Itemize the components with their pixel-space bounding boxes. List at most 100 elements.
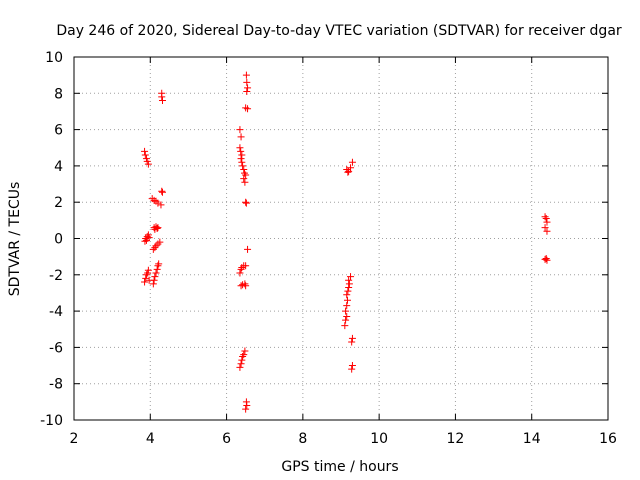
data-point [238,264,246,272]
data-point [344,168,352,176]
y-tick-label: 6 [54,123,63,139]
data-point [244,245,252,253]
y-tick-label: -8 [49,377,63,393]
data-point [141,151,149,159]
x-tick-label: 2 [70,431,79,447]
data-point [243,87,251,95]
data-point [543,256,551,264]
y-tick-label: -10 [40,413,63,429]
data-point [158,187,166,195]
data-point [238,356,246,364]
data-point [348,365,356,373]
data-point [151,273,159,281]
data-point [242,171,250,179]
y-tick-label: 8 [54,86,63,102]
data-point [343,313,351,321]
data-point [348,158,356,166]
data-point [145,234,153,242]
y-tick-label: -2 [49,268,63,284]
data-point [348,338,356,346]
data-point [242,262,250,270]
data-point [240,351,248,359]
data-point [236,144,244,152]
data-point [240,169,248,177]
y-tick-label: 4 [54,159,63,175]
data-point [348,334,356,342]
data-point [341,322,349,330]
y-tick-label: 10 [45,50,63,66]
y-axis-ticks: 10 8 6 4 2 0 -2 -4 -6 -8 -10 [40,50,608,429]
data-point [240,175,248,183]
data-point [241,178,249,186]
data-point [238,151,246,159]
x-tick-label: 6 [222,431,231,447]
data-point [236,363,244,371]
data-point [342,316,350,324]
x-tick-label: 12 [447,431,465,447]
data-point [345,276,353,284]
data-point [156,238,164,246]
data-point [343,302,351,310]
data-point [236,269,244,277]
data-point [149,245,157,253]
y-tick-label: 0 [54,232,63,248]
data-point [142,271,150,279]
data-point [237,147,245,155]
data-point [242,198,250,206]
data-point [153,265,161,273]
data-point [242,282,250,290]
data-point [343,296,351,304]
y-tick-label: -6 [49,340,63,356]
data-point [154,199,162,207]
data-point [344,287,352,295]
data-point [154,240,162,248]
data-point [237,360,245,368]
data-point [154,224,162,232]
data-point [242,104,250,112]
data-point [142,274,150,282]
data-point [141,237,149,245]
chart-title: Day 246 of 2020, Sidereal Day-to-day VTE… [56,23,622,39]
data-point [242,405,250,413]
data-point [348,362,356,370]
y-axis-label: SDTVAR / TECUs [7,182,23,297]
data-point [153,225,161,233]
data-point [240,166,248,174]
data-points [141,71,551,413]
data-point [542,215,550,223]
data-point [345,280,353,288]
data-point [342,307,350,315]
data-point [239,162,247,170]
data-point [157,201,165,209]
data-point [238,158,246,166]
data-point [347,273,355,281]
data-point [144,266,152,274]
data-point [237,133,245,141]
data-point [347,164,355,172]
x-tick-label: 16 [599,431,617,447]
data-point [141,278,149,286]
data-point [543,218,551,226]
data-point [239,352,247,360]
y-tick-label: 2 [54,195,63,211]
data-point [243,401,251,409]
data-point [244,105,252,113]
data-point [343,291,351,299]
data-point [237,155,245,163]
data-point [155,260,163,268]
data-point [541,255,549,263]
data-point [242,199,250,207]
data-point [241,280,249,288]
data-point [158,93,166,101]
data-point [144,160,152,168]
x-tick-label: 14 [523,431,541,447]
data-point [541,213,549,221]
data-point [151,244,159,252]
x-tick-label: 8 [298,431,307,447]
data-point [141,147,149,155]
data-point [541,224,549,232]
data-point [154,262,162,270]
data-point [152,269,160,277]
data-point [243,78,251,86]
